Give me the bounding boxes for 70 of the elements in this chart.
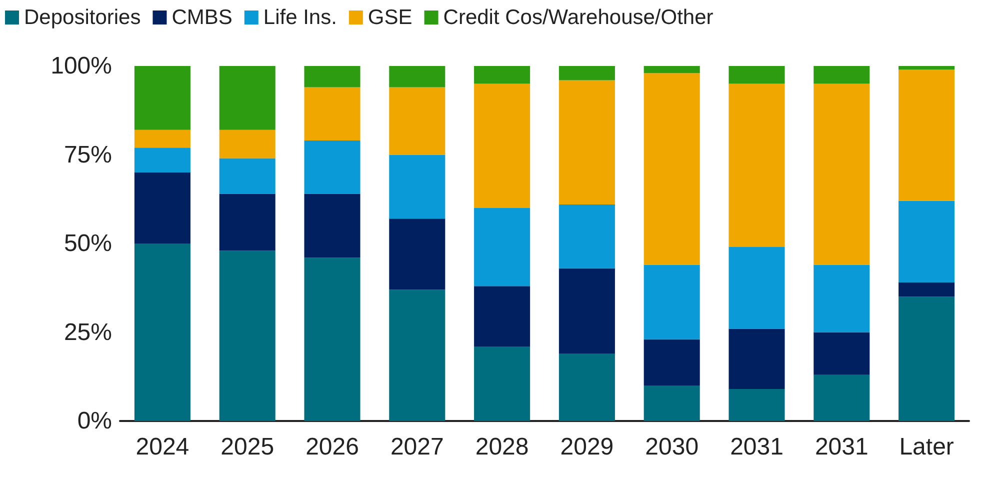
- bar: [474, 346, 530, 421]
- x-tick-label: 2029: [560, 434, 614, 460]
- bar: [304, 87, 360, 141]
- bar: [898, 70, 955, 201]
- bar: [814, 84, 870, 265]
- bar: [304, 258, 360, 421]
- bar: [134, 148, 190, 172]
- bar: [219, 130, 276, 158]
- bar: [389, 290, 446, 421]
- bar: [644, 73, 700, 265]
- bar: [814, 332, 870, 375]
- bar: [134, 130, 190, 148]
- bar: [644, 264, 700, 340]
- legend-label: Life Ins.: [263, 6, 337, 29]
- bar: [219, 66, 276, 130]
- bar: [304, 140, 360, 194]
- bar: [134, 172, 190, 244]
- bar: [219, 158, 276, 194]
- bar: [389, 87, 446, 155]
- bar: [134, 244, 190, 421]
- x-tick-label: 2024: [136, 434, 190, 460]
- x-tick-label: 2025: [220, 434, 274, 460]
- bar: [814, 374, 870, 421]
- x-tick-label: 2031: [730, 434, 784, 460]
- y-tick-label: 100%: [50, 52, 112, 80]
- bar: [389, 154, 446, 219]
- x-tick-label: 2026: [306, 434, 359, 460]
- bar: [898, 296, 955, 421]
- bar: [728, 66, 785, 84]
- bar: [814, 264, 870, 332]
- legend-label: Depositories: [24, 6, 141, 29]
- bar: [219, 250, 276, 421]
- bar: [728, 328, 785, 390]
- bar: [898, 282, 955, 297]
- x-tick-label: Later: [899, 434, 954, 460]
- x-tick-label: 2031: [814, 434, 868, 460]
- bar: [644, 66, 700, 74]
- bar: [304, 66, 360, 88]
- bar: [389, 218, 446, 290]
- legend-label: GSE: [368, 6, 412, 29]
- bar: [474, 84, 530, 208]
- bar: [644, 386, 700, 421]
- bar: [219, 194, 276, 251]
- x-tick-label: 2027: [390, 434, 444, 460]
- bar: [474, 286, 530, 346]
- bar: [814, 66, 870, 84]
- bar: [644, 339, 700, 386]
- bar: [304, 194, 360, 258]
- y-tick-label: 75%: [64, 141, 112, 168]
- legend-label: CMBS: [172, 6, 232, 29]
- bar: [728, 84, 785, 248]
- bar: [728, 389, 785, 421]
- y-tick-label: 25%: [64, 318, 112, 346]
- bar: [474, 208, 530, 286]
- bar: [898, 200, 955, 283]
- legend-label: Credit Cos/Warehouse/Other: [443, 6, 714, 29]
- y-tick-label: 50%: [64, 230, 112, 257]
- bar: [389, 66, 446, 88]
- bar: [558, 354, 615, 421]
- bar: [558, 66, 615, 80]
- bar: [134, 66, 190, 130]
- bar: [558, 268, 615, 354]
- x-tick-label: 2030: [645, 434, 699, 460]
- bar: [558, 80, 615, 204]
- bar: [474, 66, 530, 84]
- y-tick-label: 0%: [77, 408, 112, 434]
- x-tick-label: 2028: [475, 434, 529, 460]
- bar: [728, 247, 785, 329]
- bar: [898, 66, 955, 70]
- bar: [558, 204, 615, 268]
